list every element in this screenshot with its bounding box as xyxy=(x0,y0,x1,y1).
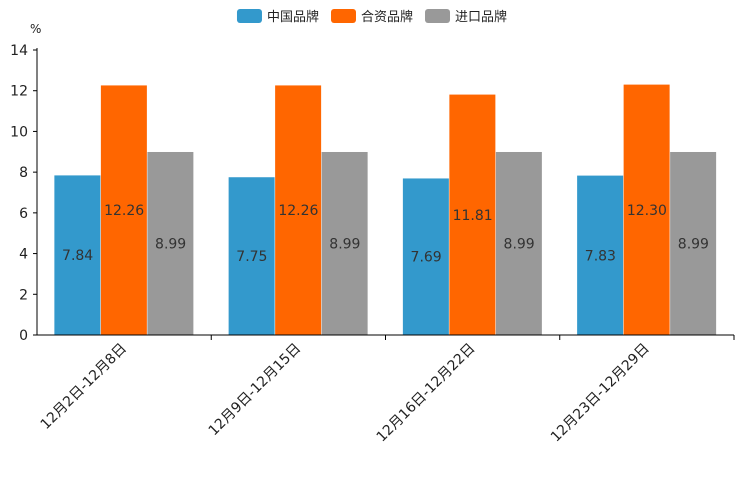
legend-label: 合资品牌 xyxy=(361,9,413,25)
bar-value-label: 11.81 xyxy=(453,208,493,224)
bar xyxy=(100,85,147,336)
y-axis-unit-label: % xyxy=(30,22,41,36)
legend-label: 进口品牌 xyxy=(455,9,507,25)
bar xyxy=(495,151,542,335)
bar-value-label: 7.83 xyxy=(585,248,616,264)
legend-swatch xyxy=(425,9,451,23)
bar xyxy=(623,84,670,335)
legend-item[interactable]: 中国品牌 xyxy=(236,9,319,25)
bar xyxy=(275,85,322,336)
bar-value-label: 7.69 xyxy=(411,250,442,266)
bar xyxy=(670,151,717,335)
legend-swatch xyxy=(330,9,356,23)
bar-value-label: 8.99 xyxy=(155,236,186,252)
y-tick-label: 8 xyxy=(19,165,28,181)
bar-value-label: 8.99 xyxy=(678,236,709,252)
bar xyxy=(321,151,368,335)
legend: 中国品牌 合资品牌 进口品牌 xyxy=(236,9,507,25)
y-axis: 0 2 4 6 8 10 12 14 xyxy=(10,43,38,344)
bar-value-label: 12.30 xyxy=(627,203,667,219)
bar xyxy=(449,94,496,335)
y-tick-label: 6 xyxy=(19,206,28,222)
bar-value-label: 7.75 xyxy=(236,249,267,265)
bar-value-label: 12.26 xyxy=(104,203,144,219)
x-category-label: 12月9日-12月15日 xyxy=(206,341,305,440)
x-category-label: 12月23日-12月29日 xyxy=(548,341,653,446)
x-category-label: 12月16日-12月22日 xyxy=(374,341,479,446)
bar xyxy=(54,175,101,335)
y-tick-label: 12 xyxy=(10,84,28,100)
bar xyxy=(147,151,194,335)
y-tick-label: 4 xyxy=(19,247,28,263)
y-tick-label: 14 xyxy=(10,43,28,59)
y-tick-label: 2 xyxy=(19,287,28,303)
legend-swatch xyxy=(236,9,262,23)
bar-value-label: 7.84 xyxy=(62,248,93,264)
x-axis: 12月2日-12月8日 12月9日-12月15日 12月16日-12月22日 12月2… xyxy=(37,334,735,446)
bar xyxy=(228,177,275,335)
y-tick-label: 0 xyxy=(19,328,28,344)
legend-label: 中国品牌 xyxy=(267,9,319,25)
bar-value-label: 8.99 xyxy=(504,236,535,252)
x-category-label: 12月2日-12月8日 xyxy=(38,341,130,433)
legend-item[interactable]: 合资品牌 xyxy=(330,9,413,25)
bars: 7.84 12.26 8.99 7.75 12.26 8.99 7.69 11.81 8.99 7… xyxy=(54,84,717,336)
legend-item[interactable]: 进口品牌 xyxy=(425,9,507,25)
bar-value-label: 12.26 xyxy=(278,203,318,219)
bar xyxy=(402,178,449,335)
bar-value-label: 8.99 xyxy=(329,236,360,252)
y-tick-label: 10 xyxy=(10,124,28,140)
bar xyxy=(577,175,624,335)
